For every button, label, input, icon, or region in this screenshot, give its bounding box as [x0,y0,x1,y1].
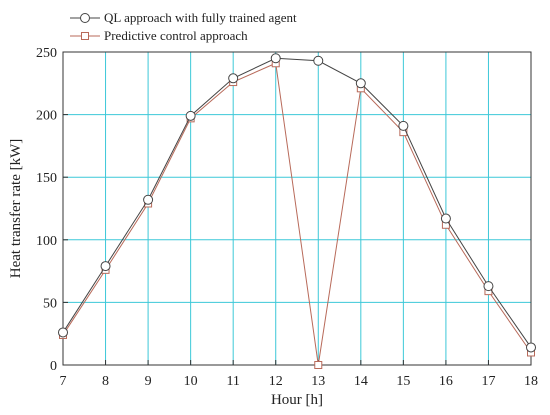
x-tick-label-8: 8 [102,374,109,389]
y-axis-label: Heat transfer rate [kW] [8,139,24,279]
x-tick-label-16: 16 [439,374,453,389]
y-tick-label-150: 150 [36,171,57,186]
point-predictive-13 [314,361,323,369]
point-ql-11 [228,73,239,84]
point-ql-8 [100,261,111,272]
point-ql-10 [185,110,196,121]
point-ql-18 [526,342,536,353]
point-ql-12 [270,53,281,64]
point-ql-17 [483,281,494,292]
legend-label-predictive: Predictive control approach [104,28,248,43]
x-axis-ticks: 7 8 9 10 11 12 13 14 15 16 17 18 [60,360,538,389]
x-tick-label-7: 7 [60,374,67,389]
x-tick-label-17: 17 [481,374,495,389]
x-tick-label-9: 9 [145,374,152,389]
point-ql-7 [58,327,68,338]
legend-marker-ql [80,13,90,23]
y-tick-label-200: 200 [36,109,57,124]
y-tick-label-100: 100 [36,234,57,249]
x-tick-label-18: 18 [524,374,538,389]
x-tick-label-11: 11 [226,374,239,389]
y-tick-label-250: 250 [36,46,57,61]
series-group [58,53,536,369]
x-tick-label-12: 12 [269,374,283,389]
legend-marker-predictive [81,32,89,40]
series-line-predictive [62,62,532,366]
legend: QL approach with fully trained agent Pre… [70,10,297,43]
point-ql-9 [143,194,154,205]
x-tick-label-13: 13 [311,374,325,389]
point-ql-16 [440,213,451,224]
point-ql-13 [313,55,324,66]
y-tick-label-0: 0 [50,359,57,374]
y-tick-label-50: 50 [43,296,57,311]
x-tick-label-14: 14 [354,374,368,389]
y-axis-ticks: 0 50 100 150 200 250 [36,46,68,374]
x-tick-label-15: 15 [396,374,410,389]
series-line-ql [62,57,532,348]
plot-frame [62,51,532,366]
x-tick-label-10: 10 [184,374,198,389]
legend-label-ql: QL approach with fully trained agent [104,10,297,25]
point-ql-14 [355,78,366,89]
grid-lines [63,52,531,365]
x-axis-label: Hour [h] [271,392,323,408]
point-ql-15 [398,120,409,131]
